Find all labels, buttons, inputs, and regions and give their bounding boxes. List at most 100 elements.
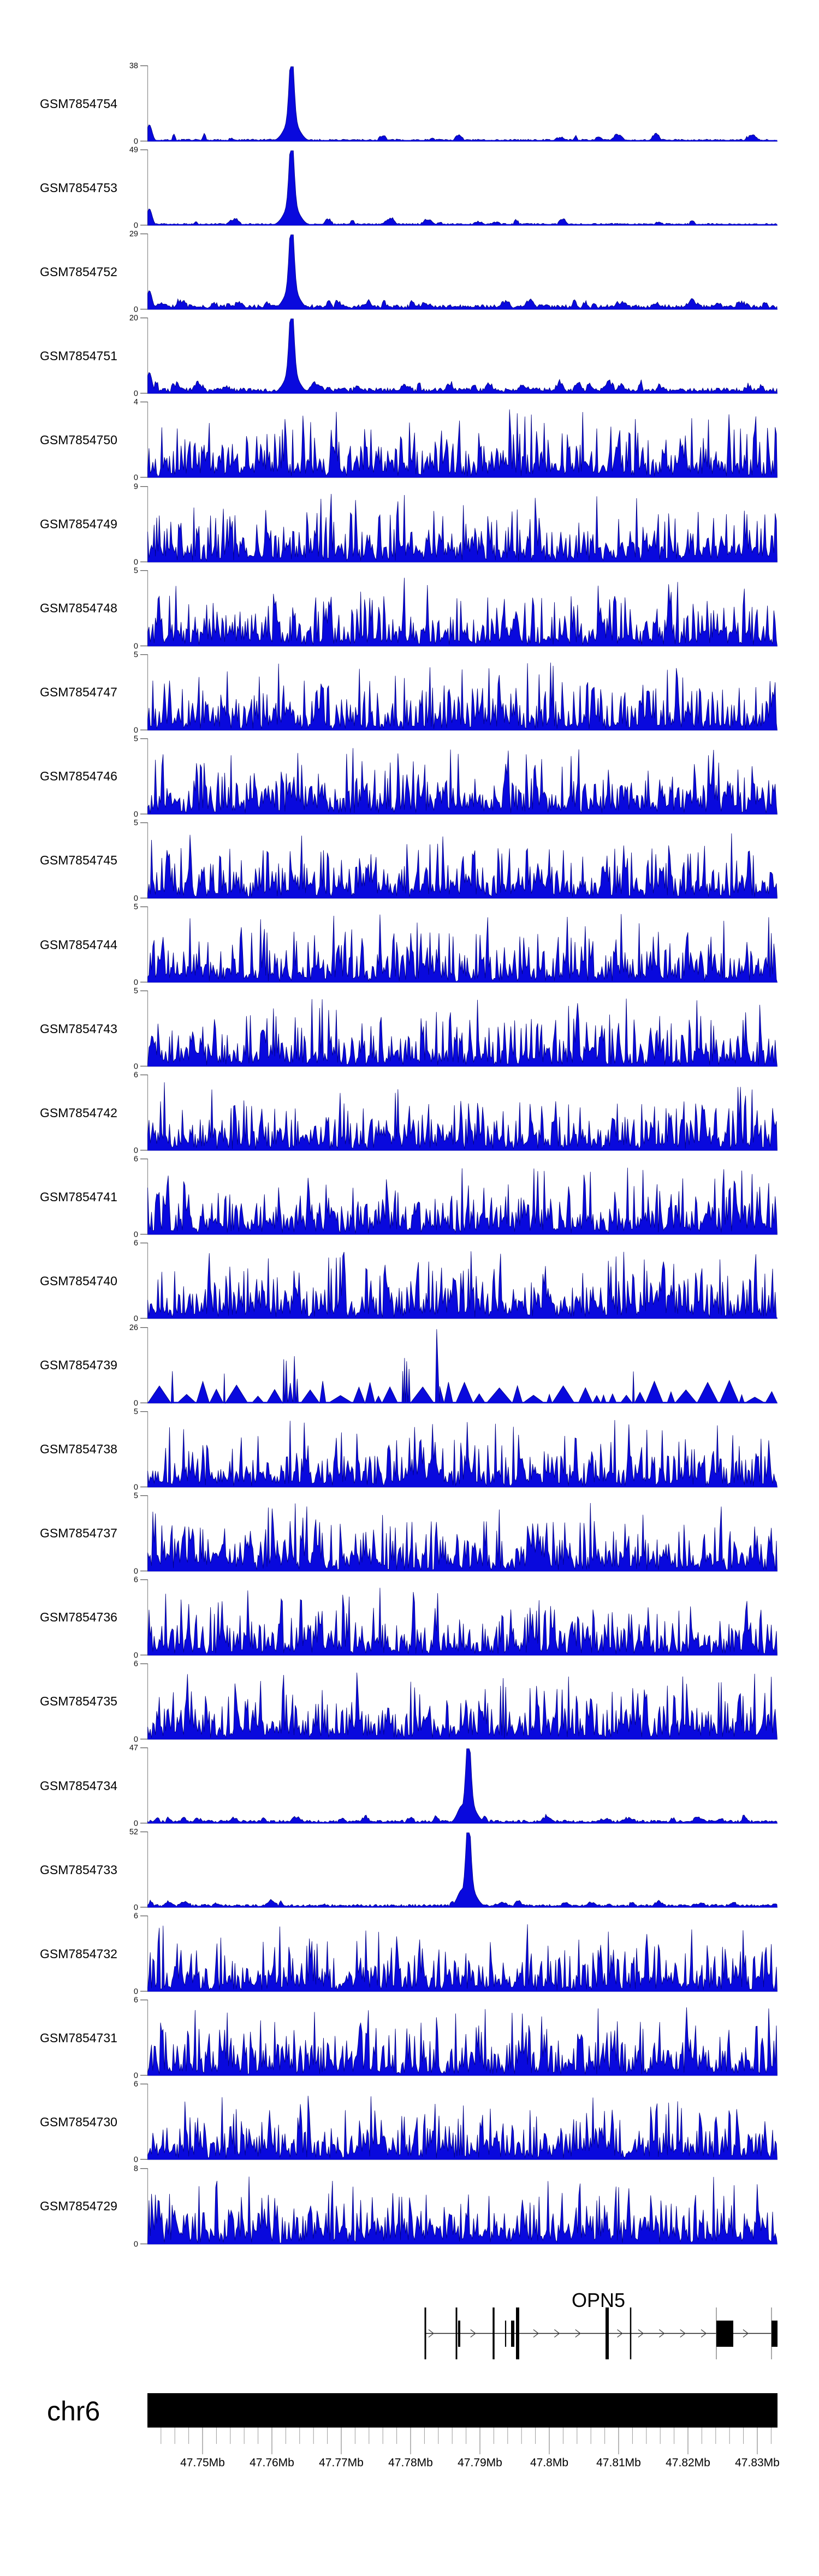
y-max-label: 5 bbox=[134, 987, 138, 995]
coverage-baseline bbox=[147, 1738, 778, 1739]
coverage-baseline bbox=[147, 308, 778, 310]
y-zero-label: 0 bbox=[134, 1988, 138, 1996]
y-zero-label: 0 bbox=[134, 1315, 138, 1323]
exon-line bbox=[424, 2307, 426, 2359]
y-max-label: 5 bbox=[134, 735, 138, 743]
coverage-baseline bbox=[147, 1065, 778, 1067]
track-label: GSM7854747 bbox=[40, 685, 117, 700]
y-zero-label: 0 bbox=[134, 1735, 138, 1744]
track-plot: 50 bbox=[134, 1492, 778, 1576]
coverage-baseline bbox=[147, 981, 778, 982]
coverage-baseline bbox=[147, 645, 778, 646]
coverage-area bbox=[147, 1167, 778, 1235]
y-zero-label: 0 bbox=[134, 1147, 138, 1155]
track-label: GSM7854750 bbox=[40, 432, 117, 447]
y-max-label: 4 bbox=[134, 398, 138, 407]
y-zero-label: 0 bbox=[134, 1820, 138, 1828]
y-zero-label: 0 bbox=[134, 222, 138, 230]
track-plot: 60 bbox=[134, 2080, 778, 2164]
y-zero-label: 0 bbox=[134, 1231, 138, 1239]
track-label: GSM7854754 bbox=[40, 96, 117, 111]
y-zero-label: 0 bbox=[134, 642, 138, 651]
track-label: GSM7854729 bbox=[40, 2199, 117, 2213]
track-label: GSM7854744 bbox=[40, 937, 117, 952]
coverage-baseline bbox=[147, 224, 778, 226]
track-label: GSM7854735 bbox=[40, 1694, 117, 1709]
coverage-baseline bbox=[147, 1570, 778, 1571]
y-zero-label: 0 bbox=[134, 474, 138, 482]
y-zero-label: 0 bbox=[134, 2072, 138, 2080]
y-zero-label: 0 bbox=[134, 894, 138, 903]
y-max-label: 9 bbox=[134, 482, 138, 491]
track-plot: 38 0 bbox=[129, 62, 778, 146]
y-zero-label: 0 bbox=[134, 1483, 138, 1492]
track-plot: 47 0 bbox=[129, 1744, 778, 1828]
coverage-area bbox=[147, 318, 778, 394]
coverage-baseline bbox=[147, 1149, 778, 1151]
y-max-label: 26 bbox=[129, 1323, 138, 1332]
coverage-baseline bbox=[147, 813, 778, 814]
track-plot: 50 bbox=[134, 1408, 778, 1492]
strand-arrow-icon bbox=[575, 2329, 581, 2338]
track-plot: 80 bbox=[134, 2164, 778, 2249]
track-label: GSM7854733 bbox=[40, 1862, 117, 1877]
coverage-baseline bbox=[147, 897, 778, 898]
y-zero-label: 0 bbox=[134, 1399, 138, 1408]
coverage-baseline bbox=[147, 476, 778, 478]
coverage-baseline bbox=[147, 1402, 778, 1403]
track-plot: 90 bbox=[134, 482, 778, 567]
y-max-label: 49 bbox=[129, 146, 138, 154]
coordinate-label: 47.77Mb bbox=[319, 2456, 364, 2469]
track-plot: 49 0 bbox=[129, 146, 778, 230]
coverage-area bbox=[147, 66, 778, 142]
coordinate-label: 47.76Mb bbox=[250, 2456, 294, 2469]
track-label: GSM7854745 bbox=[40, 853, 117, 868]
track-label: GSM7854740 bbox=[40, 1273, 117, 1288]
chromosome-label: chr6 bbox=[47, 2396, 100, 2426]
track-label: GSM7854749 bbox=[40, 517, 117, 531]
track-label: GSM7854742 bbox=[40, 1105, 117, 1120]
y-zero-label: 0 bbox=[134, 306, 138, 314]
coordinate-label: 47.78Mb bbox=[388, 2456, 433, 2469]
y-max-label: 38 bbox=[129, 62, 138, 70]
y-max-label: 5 bbox=[134, 819, 138, 827]
coverage-area bbox=[147, 1672, 778, 1740]
coverage-area bbox=[147, 150, 778, 226]
strand-arrow-icon bbox=[617, 2329, 623, 2338]
track-label: GSM7854751 bbox=[40, 348, 117, 363]
track-plot: 29 0 bbox=[129, 230, 778, 314]
exon-line bbox=[492, 2307, 495, 2359]
coverage-baseline bbox=[147, 1654, 778, 1655]
coverage-baseline bbox=[147, 1822, 778, 1823]
coverage-area bbox=[147, 493, 778, 562]
strand-arrow-icon bbox=[638, 2329, 644, 2338]
track-plot: 60 bbox=[134, 1660, 778, 1744]
strand-arrow-icon bbox=[533, 2329, 539, 2338]
track-plot: 60 bbox=[134, 1239, 778, 1323]
track-label: GSM7854730 bbox=[40, 2114, 117, 2129]
coverage-area bbox=[147, 2176, 778, 2244]
track-plot: 60 bbox=[134, 1576, 778, 1660]
track-label: GSM7854734 bbox=[40, 1778, 117, 1793]
coverage-area bbox=[147, 998, 778, 1067]
strand-arrow-icon bbox=[554, 2329, 560, 2338]
coverage-area bbox=[147, 1251, 778, 1319]
y-max-label: 6 bbox=[134, 1996, 138, 2005]
coverage-area bbox=[147, 914, 778, 983]
y-max-label: 6 bbox=[134, 1576, 138, 1584]
coverage-baseline bbox=[147, 560, 778, 562]
track-label: GSM7854748 bbox=[40, 601, 117, 616]
coverage-baseline bbox=[147, 392, 778, 394]
coverage-baseline bbox=[147, 1486, 778, 1487]
coverage-baseline bbox=[147, 2243, 778, 2244]
coverage-area bbox=[147, 234, 778, 310]
coverage-area bbox=[147, 1328, 778, 1404]
utr-exon-box bbox=[716, 2321, 733, 2347]
strand-arrow-icon bbox=[701, 2329, 707, 2338]
track-plot: 40 bbox=[134, 398, 778, 482]
y-max-label: 29 bbox=[129, 230, 138, 238]
coverage-area bbox=[147, 1420, 778, 1487]
y-max-label: 52 bbox=[129, 1828, 138, 1836]
track-plot: 20 0 bbox=[129, 314, 778, 398]
track-plot: 50 bbox=[134, 567, 778, 651]
